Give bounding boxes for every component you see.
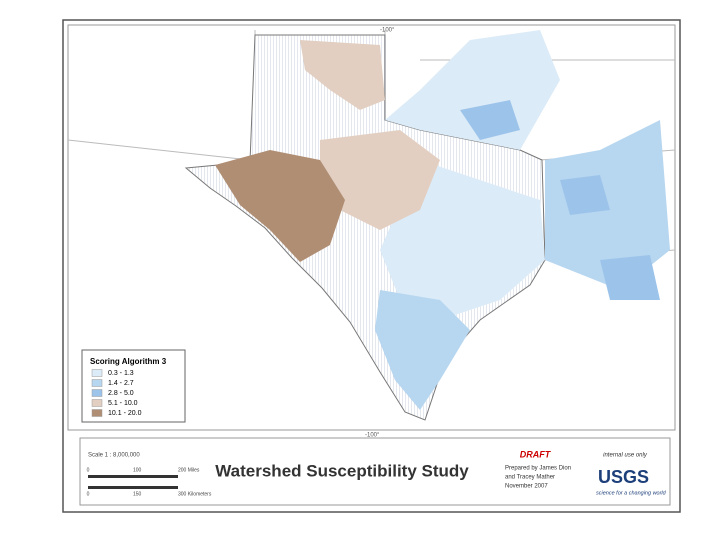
scale: Scale 1 : 8,000,000 (88, 453, 140, 459)
region (460, 100, 660, 300)
legend: Scoring Algorithm 3 0.3 - 1.3 1.4 - 2.7 2.… (81, 349, 186, 423)
internal-note: internal use only (603, 453, 648, 459)
scale-label: 100 (133, 467, 142, 473)
footer (79, 437, 671, 506)
legend-label: 5.1 - 10.0 (108, 400, 138, 407)
legend-swatch (91, 389, 103, 397)
title: Watershed Susceptibility Study (215, 461, 469, 480)
graticule-label: -100° (365, 433, 380, 439)
credit-line: November 2007 (505, 484, 548, 490)
scale-labels: 0 100 200 Miles 0 150 300 Kilometers (87, 467, 212, 497)
scale-label: 200 Miles (178, 467, 200, 473)
draft: DRAFT (520, 449, 552, 459)
legend-swatch (91, 409, 103, 417)
credit-line: Prepared by James Dion (505, 466, 571, 472)
legend-swatch (91, 369, 103, 377)
legend-swatch (91, 379, 103, 387)
legend-swatch (91, 399, 103, 407)
logo: USGS (598, 467, 649, 487)
region (375, 290, 470, 410)
map: -100° -100° (67, 28, 676, 439)
scale-bar (88, 486, 178, 489)
legend-label: 10.1 - 20.0 (108, 410, 142, 417)
region (215, 150, 345, 262)
scale-label: 0 (87, 467, 90, 473)
legend-label: 2.8 - 5.0 (108, 390, 134, 397)
legend-label: 1.4 - 2.7 (108, 380, 134, 387)
tagline: science for a changing world (596, 490, 667, 496)
legend-label: 0.3 - 1.3 (108, 370, 134, 377)
scale-bar (88, 475, 178, 478)
scale-label: 300 Kilometers (178, 491, 212, 497)
credit-line: and Tracey Mather (505, 475, 555, 481)
region (300, 40, 385, 110)
legend-title: Scoring Algorithm 3 (90, 357, 167, 366)
scale-label: 0 (87, 491, 90, 497)
graticule-label: -100° (380, 28, 395, 34)
credits: Prepared by James Dion and Tracey Mather N… (505, 466, 571, 490)
scale-label: 150 (133, 491, 142, 497)
region (320, 130, 440, 230)
